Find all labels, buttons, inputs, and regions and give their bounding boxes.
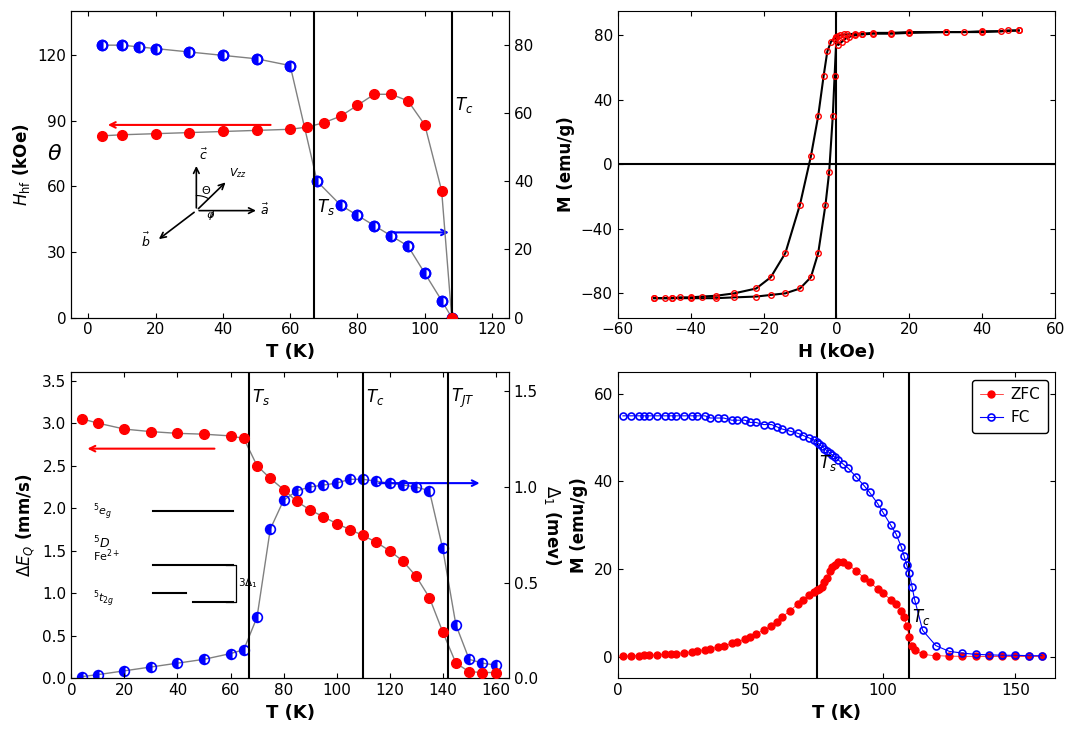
ZFC (812, 584, 825, 593)
FC (841, 464, 854, 473)
FC (792, 429, 805, 438)
Text: $T_s$: $T_s$ (317, 197, 335, 218)
Legend: ZFC, FC: ZFC, FC (972, 380, 1048, 432)
ZFC (832, 558, 845, 567)
X-axis label: T (K): T (K) (266, 704, 314, 722)
Text: $T_c$: $T_c$ (455, 95, 473, 114)
Text: $T_s$: $T_s$ (252, 387, 270, 407)
X-axis label: T (K): T (K) (812, 704, 861, 722)
Y-axis label: M (emu/g): M (emu/g) (557, 117, 576, 212)
Y-axis label: $H_{\mathrm{hf}}$ (kOe): $H_{\mathrm{hf}}$ (kOe) (11, 123, 32, 205)
ZFC (823, 567, 836, 575)
FC (823, 449, 836, 457)
Y-axis label: $\Delta E_Q$ (mm/s): $\Delta E_Q$ (mm/s) (14, 474, 37, 577)
X-axis label: H (kOe): H (kOe) (797, 343, 875, 361)
Y-axis label: $\Delta_1$ (mev): $\Delta_1$ (mev) (542, 485, 563, 565)
FC (850, 473, 863, 482)
ZFC (617, 652, 629, 660)
FC (669, 411, 682, 420)
Line: FC: FC (620, 413, 1046, 659)
FC (617, 411, 629, 420)
Text: $T_s$: $T_s$ (819, 453, 837, 474)
X-axis label: T (K): T (K) (266, 343, 314, 361)
ZFC (850, 567, 863, 575)
Text: $T_c$: $T_c$ (366, 387, 384, 407)
ZFC (792, 600, 805, 608)
FC (812, 440, 825, 449)
Line: ZFC: ZFC (620, 559, 1046, 660)
Y-axis label: $\theta$: $\theta$ (47, 144, 62, 164)
FC (1022, 652, 1035, 660)
Text: $T_{JT}$: $T_{JT}$ (451, 386, 475, 410)
FC (1035, 652, 1048, 660)
ZFC (669, 649, 682, 658)
ZFC (858, 573, 870, 582)
Y-axis label: M (emu/g): M (emu/g) (570, 477, 587, 573)
Text: $T_c$: $T_c$ (912, 607, 931, 627)
ZFC (1035, 652, 1048, 661)
